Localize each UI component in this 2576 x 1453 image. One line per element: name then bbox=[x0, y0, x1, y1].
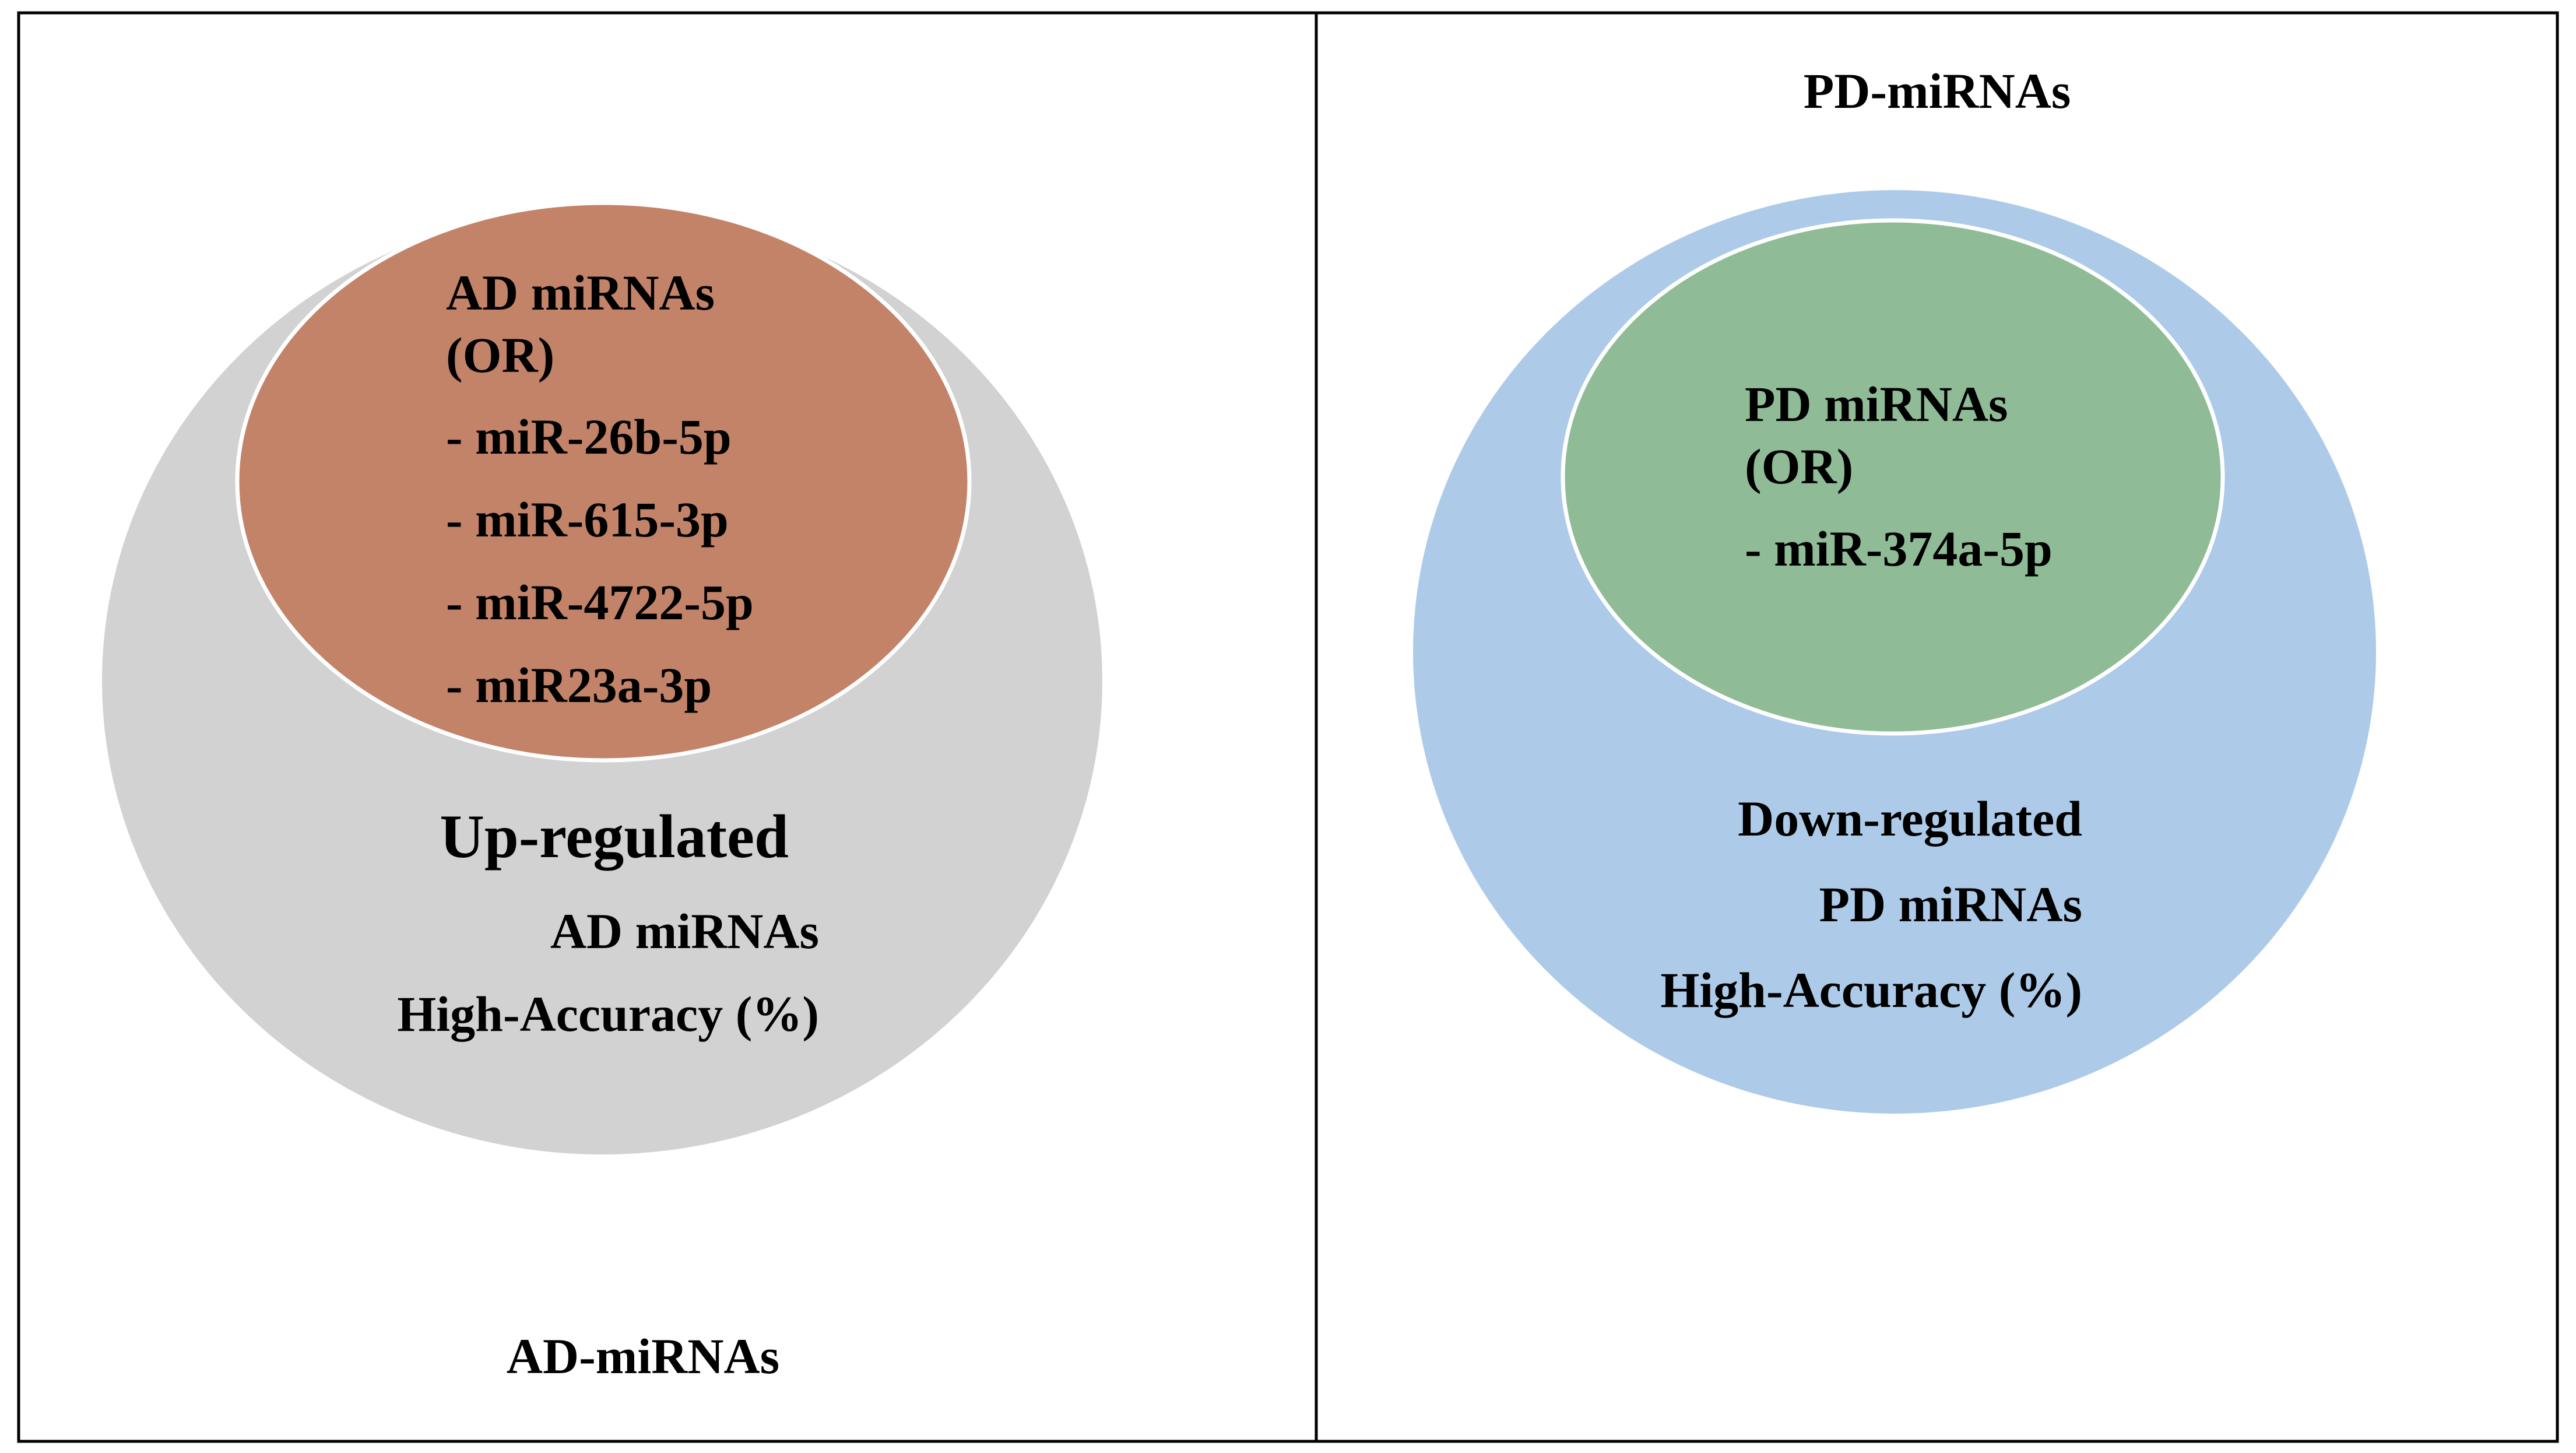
ad-mirna-item: - miR-26b-5p bbox=[446, 409, 732, 465]
pd-outer-label-line-1: Down-regulated bbox=[1738, 791, 2082, 847]
pd-inner-circle bbox=[1561, 218, 2225, 736]
ad-outer-label-line-3: High-Accuracy (%) bbox=[397, 986, 819, 1042]
pd-inner-title-line-2: (OR) bbox=[1745, 438, 1853, 494]
left-panel: AD miRNAs (OR) - miR-26b-5p - miR-615-3p… bbox=[102, 201, 1102, 1384]
ad-mirna-item: - miR-615-3p bbox=[446, 492, 729, 547]
ad-outer-label-line-1: Up-regulated bbox=[440, 802, 789, 871]
ad-panel-footer-label: AD-miRNAs bbox=[507, 1328, 779, 1384]
pd-mirna-item: - miR-374a-5p bbox=[1745, 521, 2053, 577]
figure-border bbox=[17, 11, 2559, 1443]
pd-inner-title-line-1: PD miRNAs bbox=[1745, 376, 2008, 432]
pd-outer-label-line-3: High-Accuracy (%) bbox=[1660, 962, 2082, 1018]
ad-mirna-item: - miR23a-3p bbox=[446, 657, 712, 713]
ad-mirna-item: - miR-4722-5p bbox=[446, 574, 754, 630]
ad-inner-title-line-1: AD miRNAs bbox=[446, 265, 715, 321]
ad-inner-circle bbox=[235, 201, 972, 763]
ad-outer-label-line-2: AD miRNAs bbox=[550, 903, 819, 959]
pd-panel-header-label: PD-miRNAs bbox=[1804, 63, 2071, 119]
ad-inner-title-line-2: (OR) bbox=[446, 327, 554, 383]
right-panel: PD-miRNAs PD miRNAs (OR) - miR-374a-5p D… bbox=[1413, 63, 2376, 1114]
pd-outer-label-line-2: PD miRNAs bbox=[1819, 876, 2082, 932]
